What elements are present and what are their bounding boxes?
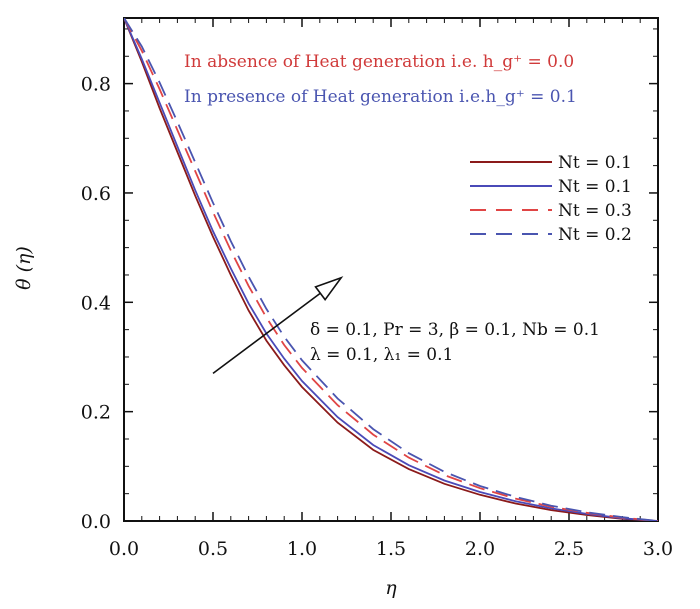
annotation-params-line1: δ = 0.1, Pr = 3, β = 0.1, Nb = 0.1 xyxy=(310,320,600,340)
legend-label: Nt = 0.3 xyxy=(558,201,632,221)
x-tick-label: 0.5 xyxy=(198,538,228,560)
y-axis-label: θ (η) xyxy=(13,246,35,290)
y-tick-label: 0.6 xyxy=(81,183,111,205)
arrow-shaft xyxy=(212,292,321,375)
annotation-absence: In absence of Heat generation i.e. h_g⁺ … xyxy=(184,52,574,72)
annotation-presence: In presence of Heat generation i.e.h_g⁺ … xyxy=(184,87,577,107)
plot-area xyxy=(123,17,659,522)
x-tick-label: 0.0 xyxy=(109,538,139,560)
x-tick-label: 1.0 xyxy=(287,538,317,560)
x-tick-label: 3.0 xyxy=(643,538,673,560)
series-line-4 xyxy=(124,18,658,521)
x-axis-label: η xyxy=(385,577,397,599)
y-tick-label: 0.4 xyxy=(81,292,111,314)
legend: Nt = 0.1 Nt = 0.1 Nt = 0.3 Nt = 0.2 xyxy=(470,153,632,245)
legend-label: Nt = 0.2 xyxy=(558,225,632,245)
annotation-params-line2: λ = 0.1, λ₁ = 0.1 xyxy=(310,345,453,365)
series-line-2 xyxy=(124,18,658,521)
y-tick-label: 0.8 xyxy=(81,74,111,96)
legend-label: Nt = 0.1 xyxy=(558,153,632,173)
series-line-3 xyxy=(124,18,658,521)
arrow-head xyxy=(314,276,344,302)
x-tick-label: 2.5 xyxy=(554,538,584,560)
series-line-1 xyxy=(124,18,658,521)
legend-label: Nt = 0.1 xyxy=(558,177,632,197)
x-tick-label: 2.0 xyxy=(465,538,495,560)
y-tick-label: 0.2 xyxy=(81,402,111,424)
y-tick-label: 0.0 xyxy=(81,511,111,533)
x-tick-label: 1.5 xyxy=(376,538,406,560)
